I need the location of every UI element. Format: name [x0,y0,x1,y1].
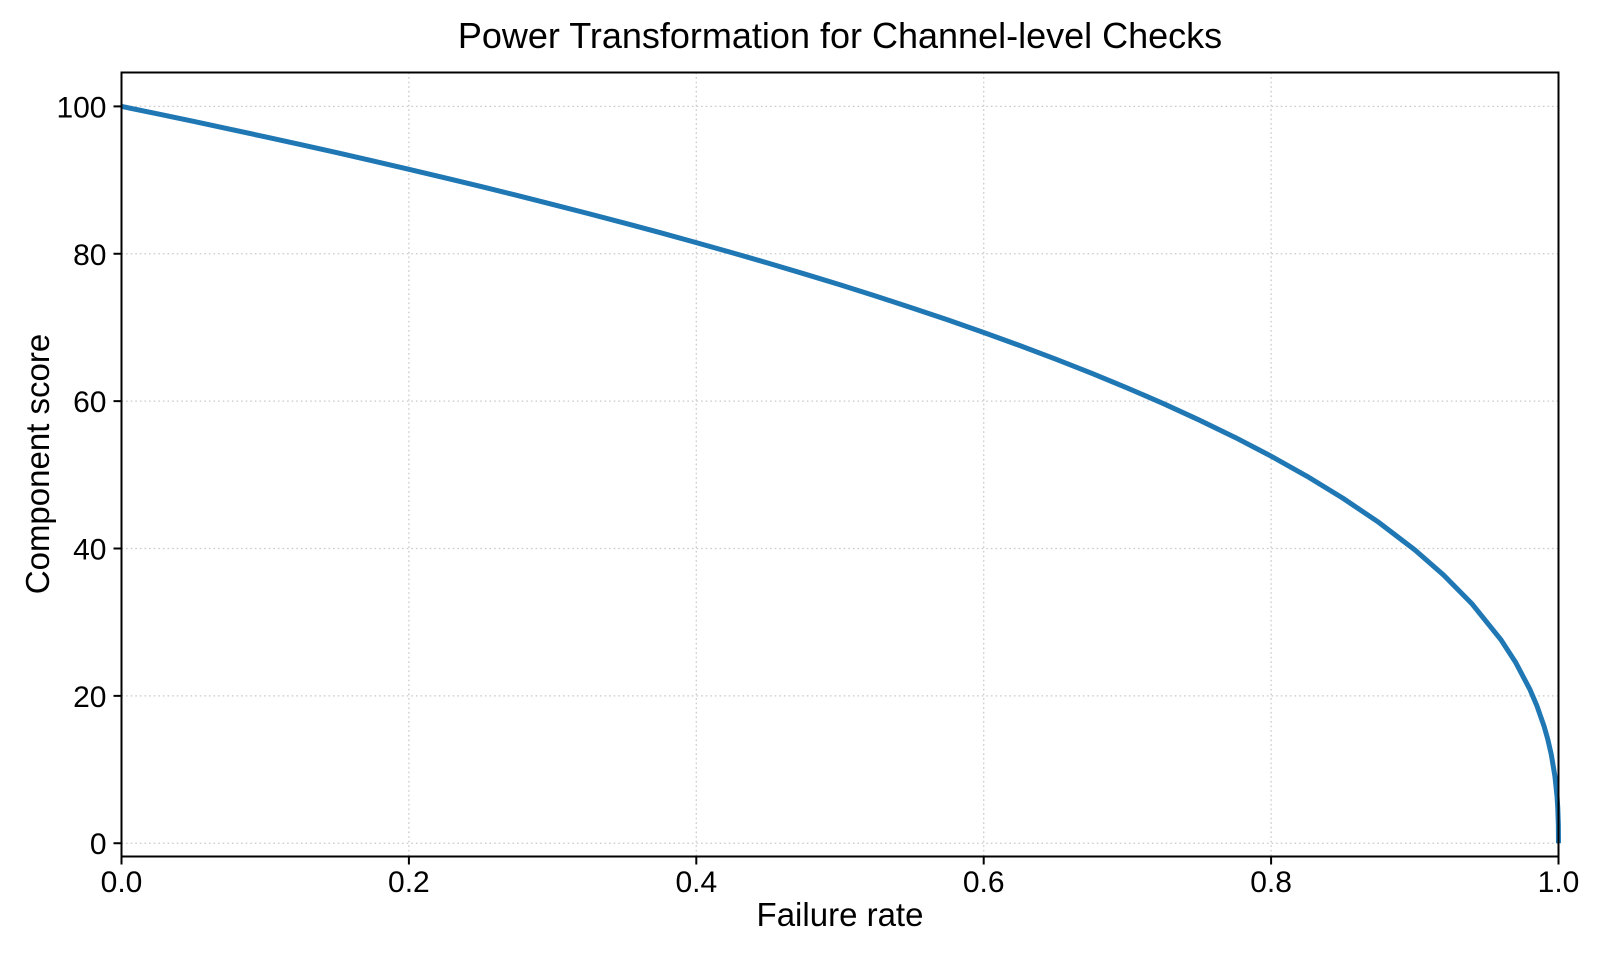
x-tick-label: 0.6 [963,866,1005,899]
x-tick-label: 0.8 [1250,866,1292,899]
y-tick-label: 40 [73,534,106,567]
plot-spines [120,71,1560,858]
x-tick-label: 0.4 [675,866,717,899]
y-tick-label: 80 [73,239,106,272]
y-tick-label: 0 [90,828,107,861]
x-axis-label: Failure rate [756,896,924,933]
y-tick-label: 100 [56,91,106,124]
x-tick-label: 0.2 [388,866,430,899]
y-tick-label: 20 [73,681,106,714]
y-tick-label: 60 [73,386,106,419]
component-score-curve [120,103,1561,844]
chart-title: Power Transformation for Channel-level C… [457,15,1223,56]
x-tick-label: 0.0 [101,866,143,899]
x-tick-label: 1.0 [1538,866,1580,899]
y-axis-label: Component score [19,333,56,595]
